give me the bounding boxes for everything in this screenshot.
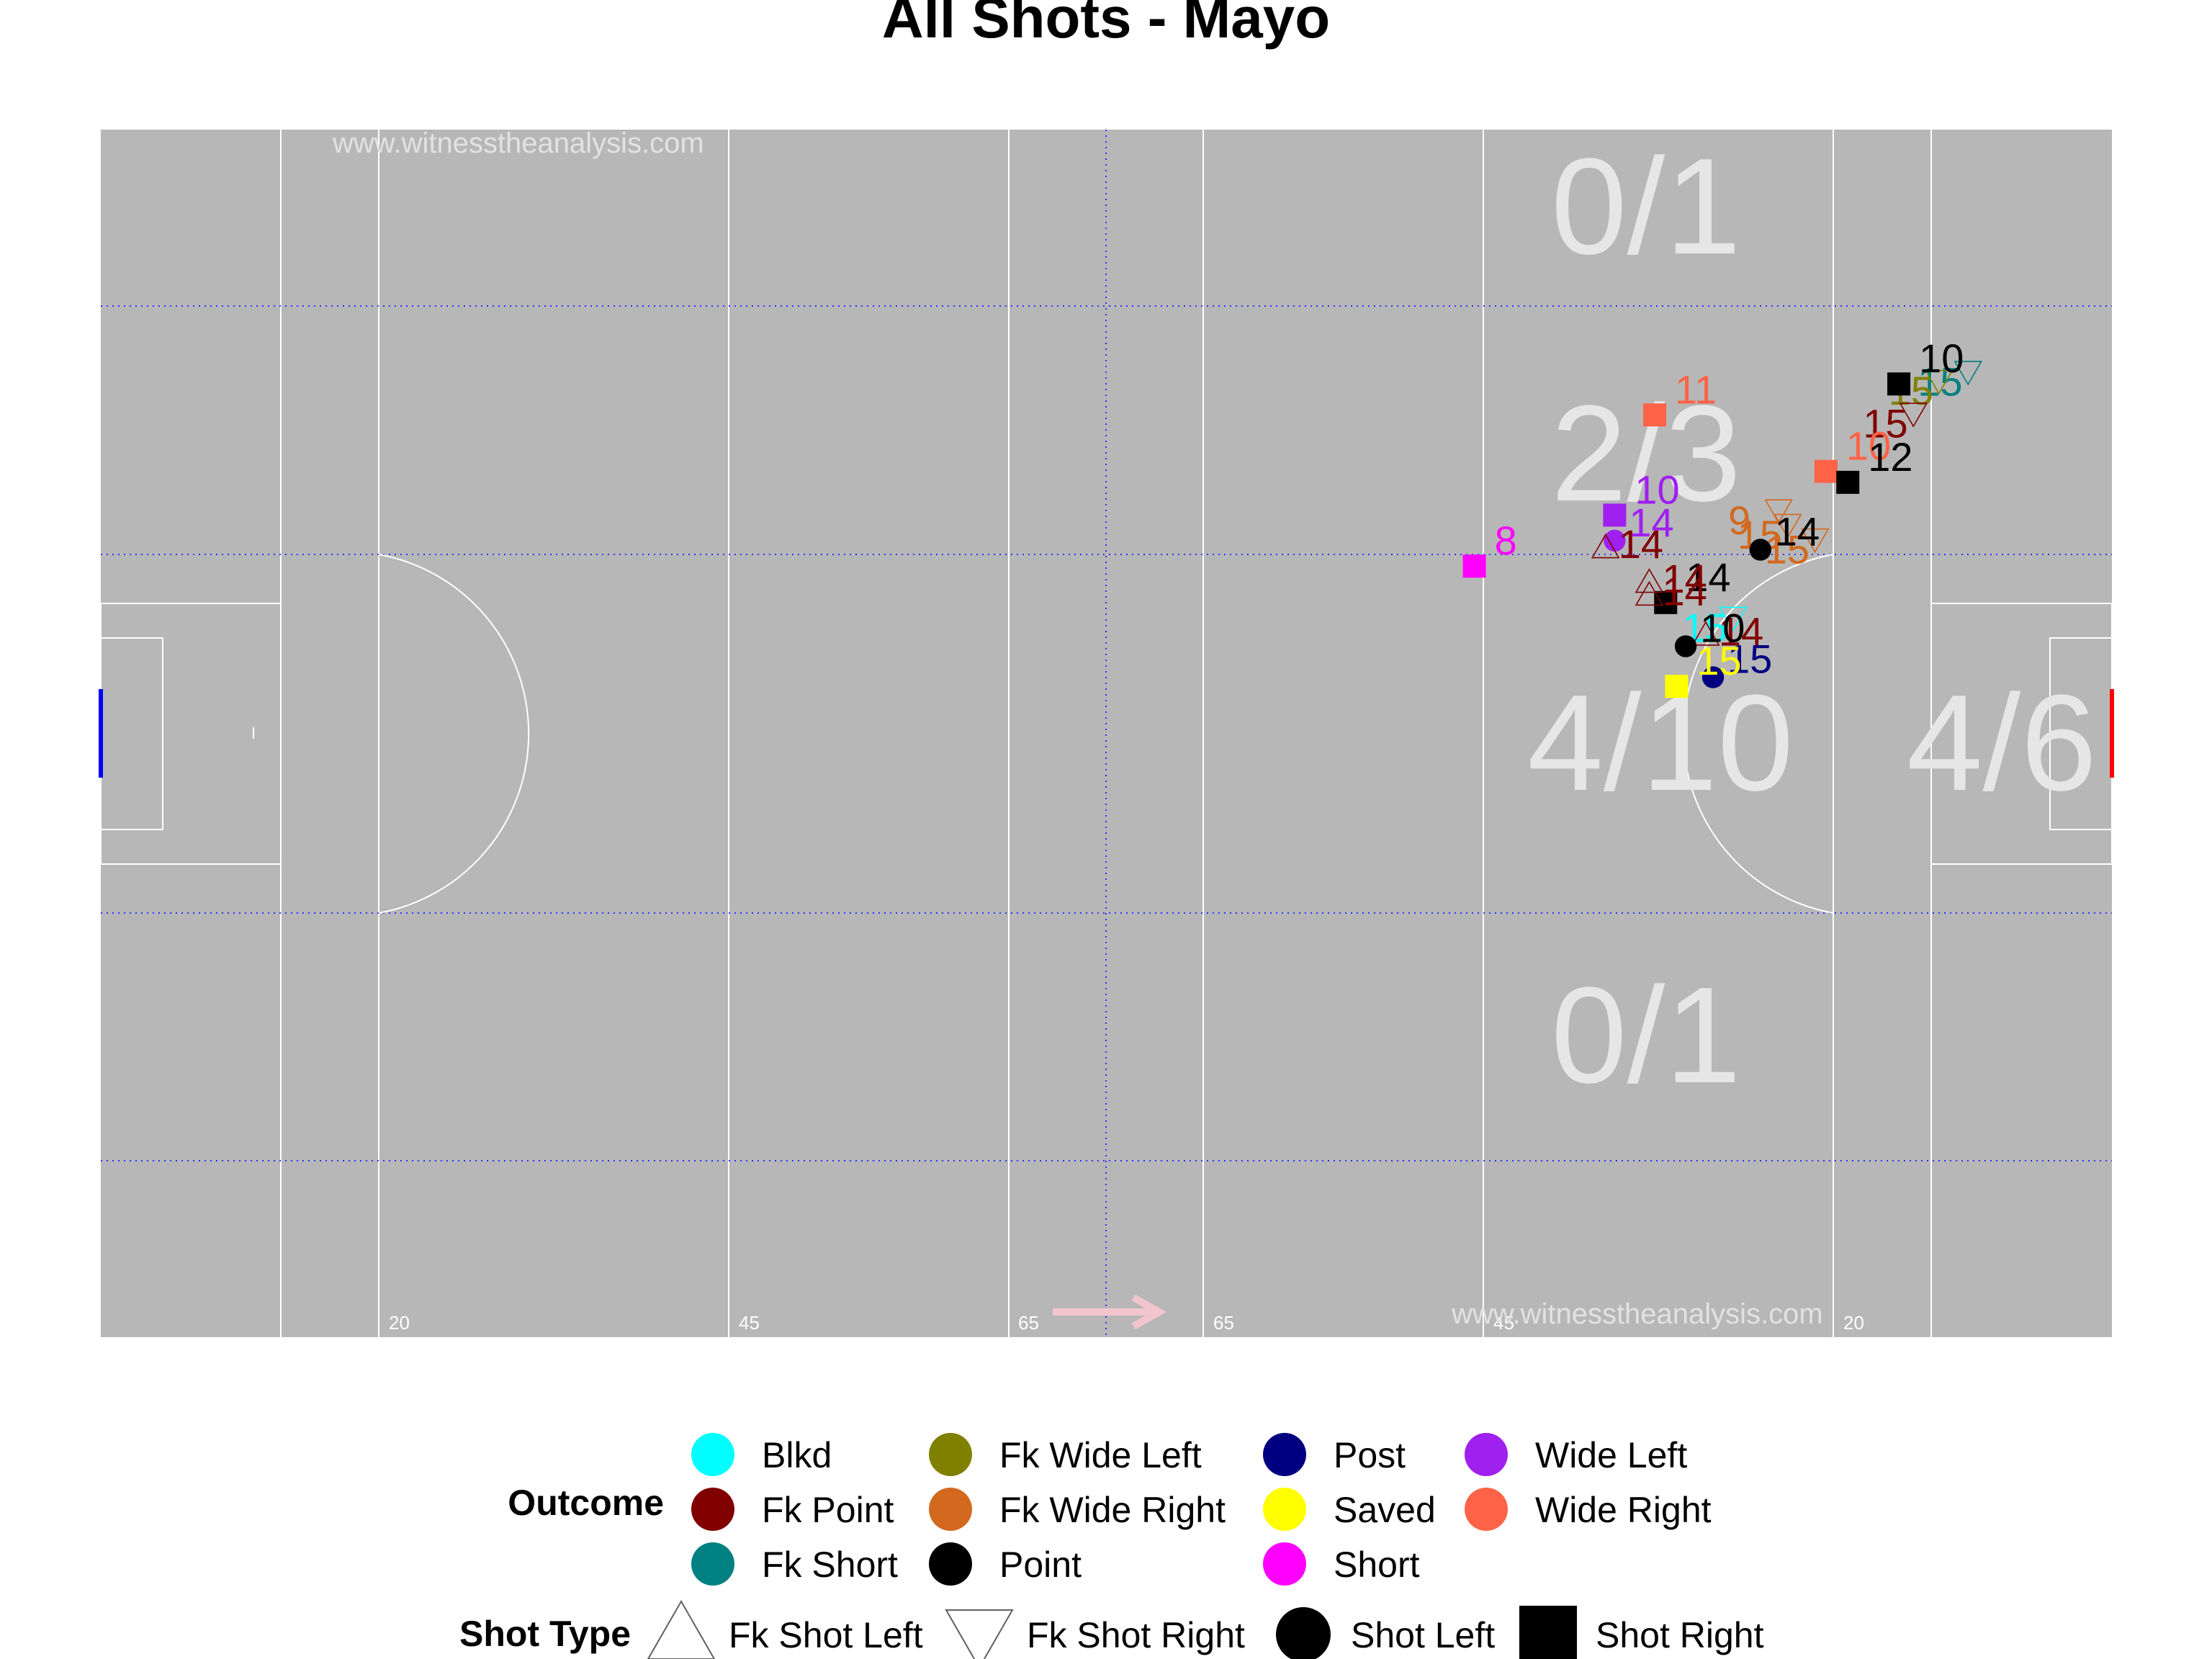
legend-shot-type-title: Shot Type — [459, 1614, 631, 1654]
legend-outcome-title: Outcome — [508, 1483, 664, 1523]
pitch: 20 45 65 65 45 20 www.witnesstheanalysis… — [101, 127, 2112, 1337]
shot-marker — [1750, 539, 1771, 560]
distance-label-20-left: 20 — [389, 1312, 410, 1334]
distance-label-65-left: 65 — [1018, 1312, 1039, 1334]
legend-type-label: Fk Shot Left — [729, 1615, 923, 1655]
legend-outcome-label: Fk Wide Right — [999, 1490, 1226, 1530]
legend-outcome-label: Post — [1334, 1435, 1406, 1475]
distance-label-20-right: 20 — [1843, 1312, 1864, 1334]
legend-outcome-swatch — [1263, 1433, 1306, 1476]
legend-types: Fk Shot Left Fk Shot Right Shot Left Shot R… — [648, 1601, 1764, 1659]
shot-marker — [1815, 460, 1838, 483]
shot-label: 11 — [1675, 367, 1717, 412]
legend-type-label: Shot Left — [1351, 1615, 1495, 1655]
shot-label: 9 — [1728, 498, 1750, 543]
shot-marker — [1643, 403, 1666, 426]
legend-outcome-label: Wide Right — [1535, 1490, 1712, 1530]
zone-bottom-score: 0/1 — [1551, 959, 1741, 1112]
legend-type-swatch — [1519, 1606, 1577, 1659]
legend: Outcome Blkd Fk Point Fk Short Fk Wide Left… — [459, 1433, 1764, 1659]
shot-label: 10 — [1919, 336, 1964, 381]
legend-outcome-label: Saved — [1334, 1490, 1436, 1530]
zone-small-score: 4/6 — [1907, 667, 2097, 819]
legend-outcome-swatch — [691, 1542, 734, 1586]
shot-label: 14 — [1662, 556, 1707, 601]
legend-type-swatch — [946, 1610, 1012, 1659]
legend-outcome-label: Fk Wide Left — [999, 1435, 1202, 1475]
legend-outcome-swatch — [929, 1433, 972, 1476]
shot-marker — [1887, 372, 1910, 395]
legend-outcome-swatch — [1263, 1542, 1306, 1586]
legend-outcome-swatch — [1263, 1488, 1306, 1531]
legend-type-swatch — [1276, 1607, 1331, 1659]
legend-outcome-swatch — [929, 1542, 972, 1586]
watermark-top: www.witnesstheanalysis.com — [332, 127, 704, 159]
legend-outcomes: Blkd Fk Point Fk Short Fk Wide Left Fk Wide … — [691, 1433, 1712, 1586]
watermark-bottom: www.witnesstheanalysis.com — [1451, 1298, 1823, 1330]
shot-marker — [1836, 471, 1859, 494]
shot-label: 10 — [1635, 467, 1679, 512]
shot-label: 8 — [1495, 518, 1517, 563]
distance-label-65-right: 65 — [1213, 1312, 1234, 1334]
shot-label: 14 — [1619, 521, 1663, 567]
legend-outcome-swatch — [929, 1488, 972, 1531]
shot-label: 12 — [1868, 434, 1912, 480]
shot-marker — [1675, 635, 1696, 657]
legend-outcome-swatch — [1465, 1433, 1508, 1476]
zone-top-score: 0/1 — [1551, 130, 1741, 283]
legend-type-label: Fk Shot Right — [1027, 1615, 1245, 1655]
shot-marker — [1463, 554, 1486, 577]
chart-title: All Shots - Mayo — [882, 0, 1330, 50]
legend-outcome-label: Point — [999, 1545, 1082, 1585]
legend-outcome-swatch — [1465, 1488, 1508, 1531]
shot-label: 14 — [1775, 508, 1820, 554]
legend-outcome-label: Wide Left — [1535, 1435, 1687, 1475]
distance-label-45-left: 45 — [739, 1312, 760, 1334]
legend-outcome-label: Blkd — [762, 1435, 832, 1475]
shot-marker — [1665, 675, 1688, 698]
legend-type-label: Shot Right — [1596, 1615, 1764, 1655]
legend-outcome-label: Fk Point — [762, 1490, 894, 1530]
legend-outcome-swatch — [691, 1433, 734, 1476]
legend-outcome-swatch — [691, 1488, 734, 1531]
zone-center-score: 4/10 — [1527, 667, 1794, 819]
legend-outcome-label: Fk Short — [762, 1545, 898, 1585]
legend-type-swatch — [648, 1601, 714, 1659]
legend-outcome-label: Short — [1334, 1545, 1420, 1585]
shot-label: 15 — [1696, 638, 1741, 683]
